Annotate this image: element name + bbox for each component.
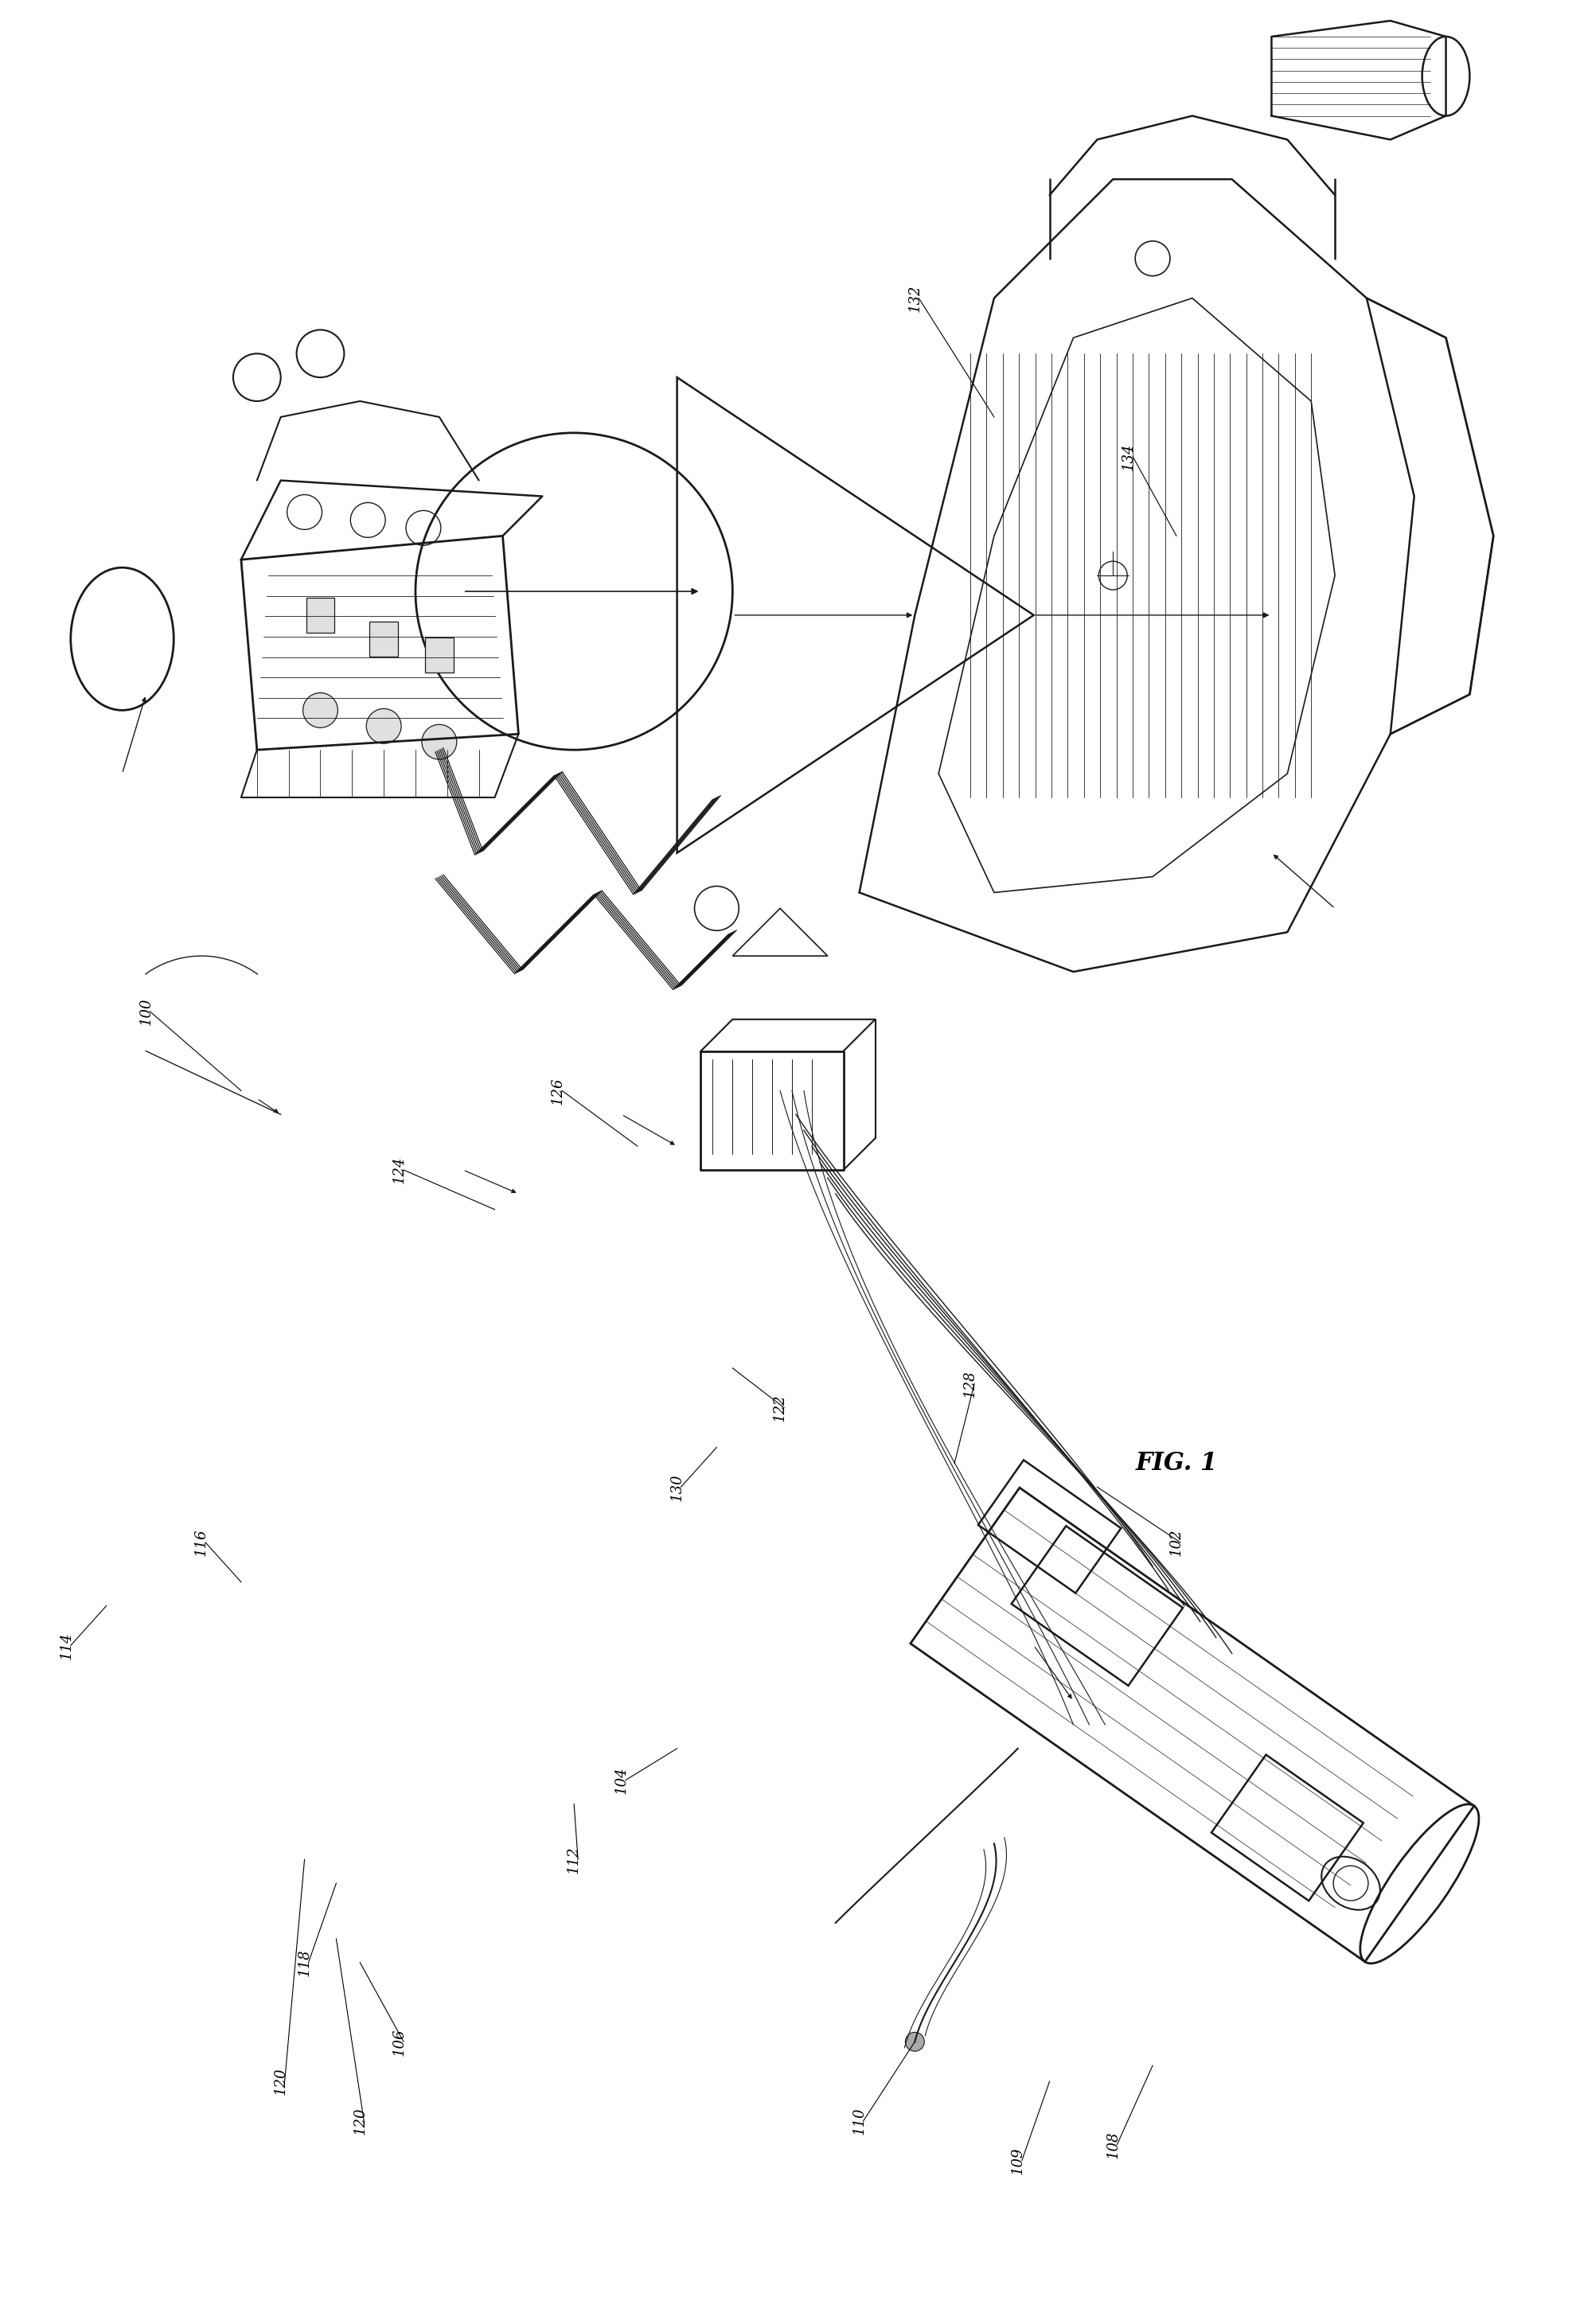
Circle shape: [367, 709, 401, 744]
Text: 112: 112: [567, 1845, 581, 1873]
Text: 116: 116: [194, 1529, 209, 1557]
Text: 114: 114: [60, 1631, 74, 1659]
Text: 106: 106: [392, 2029, 406, 2054]
Text: 120: 120: [273, 2068, 288, 2096]
FancyBboxPatch shape: [307, 597, 335, 632]
Text: 104: 104: [615, 1766, 629, 1794]
Text: 130: 130: [670, 1473, 684, 1501]
Text: 134: 134: [1122, 444, 1136, 469]
Circle shape: [303, 693, 338, 727]
Circle shape: [422, 725, 457, 760]
Text: 128: 128: [964, 1371, 978, 1397]
Text: 122: 122: [773, 1394, 787, 1422]
Text: 120: 120: [352, 2108, 367, 2136]
Text: 124: 124: [392, 1157, 406, 1183]
Text: 118: 118: [297, 1950, 311, 1975]
Text: 102: 102: [1169, 1529, 1183, 1557]
Text: 110: 110: [852, 2108, 866, 2136]
Text: 126: 126: [551, 1076, 566, 1104]
Text: FIG. 1: FIG. 1: [1136, 1450, 1218, 1476]
Text: 109: 109: [1011, 2147, 1025, 2175]
Text: 100: 100: [139, 997, 153, 1025]
FancyBboxPatch shape: [425, 637, 453, 672]
FancyBboxPatch shape: [370, 621, 398, 655]
Text: 132: 132: [907, 284, 923, 311]
Text: 108: 108: [1106, 2131, 1120, 2159]
Circle shape: [905, 2031, 924, 2052]
